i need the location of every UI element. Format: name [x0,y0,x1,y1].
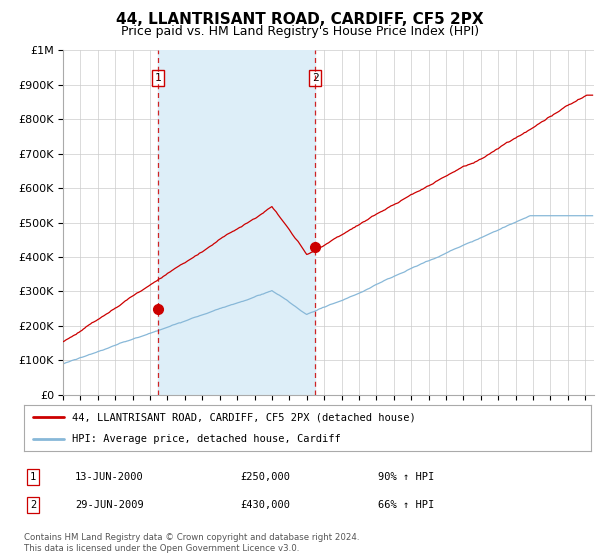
Text: 2: 2 [312,73,319,83]
Text: 1: 1 [155,73,161,83]
Text: Price paid vs. HM Land Registry's House Price Index (HPI): Price paid vs. HM Land Registry's House … [121,25,479,38]
Text: 2: 2 [30,500,36,510]
Text: 66% ↑ HPI: 66% ↑ HPI [378,500,434,510]
Text: 1: 1 [30,472,36,482]
Text: 13-JUN-2000: 13-JUN-2000 [75,472,144,482]
Text: 90% ↑ HPI: 90% ↑ HPI [378,472,434,482]
Text: £430,000: £430,000 [240,500,290,510]
Text: 44, LLANTRISANT ROAD, CARDIFF, CF5 2PX (detached house): 44, LLANTRISANT ROAD, CARDIFF, CF5 2PX (… [72,412,416,422]
Text: 44, LLANTRISANT ROAD, CARDIFF, CF5 2PX: 44, LLANTRISANT ROAD, CARDIFF, CF5 2PX [116,12,484,27]
Bar [158,50,315,395]
Text: £250,000: £250,000 [240,472,290,482]
Text: Contains HM Land Registry data © Crown copyright and database right 2024.
This d: Contains HM Land Registry data © Crown c… [24,533,359,553]
Text: HPI: Average price, detached house, Cardiff: HPI: Average price, detached house, Card… [72,435,341,444]
Text: 29-JUN-2009: 29-JUN-2009 [75,500,144,510]
